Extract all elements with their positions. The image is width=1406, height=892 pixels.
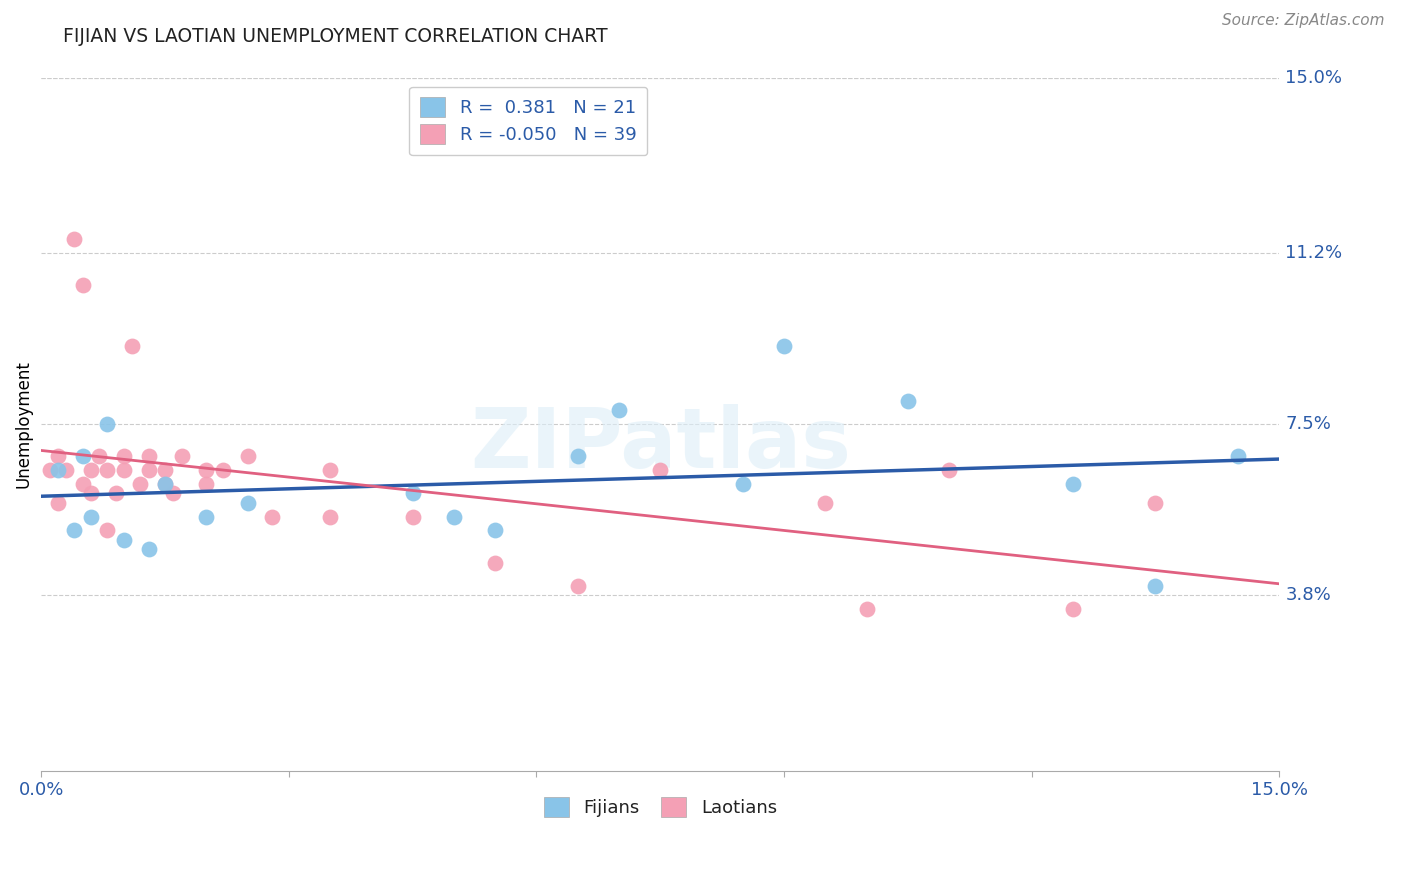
Point: [153, 477, 176, 491]
Point: [650, 463, 672, 477]
Point: [112, 533, 135, 547]
Text: ZIPatlas: ZIPatlas: [470, 404, 851, 485]
Point: [236, 450, 259, 464]
Text: Source: ZipAtlas.com: Source: ZipAtlas.com: [1222, 13, 1385, 29]
Point: [938, 463, 960, 477]
Text: 3.8%: 3.8%: [1285, 586, 1331, 604]
Point: [402, 509, 425, 524]
Point: [1062, 477, 1084, 491]
Point: [195, 477, 218, 491]
Point: [72, 278, 94, 293]
Y-axis label: Unemployment: Unemployment: [15, 360, 32, 488]
Point: [46, 450, 69, 464]
Point: [80, 486, 103, 500]
Point: [212, 463, 235, 477]
Point: [402, 486, 425, 500]
Point: [80, 509, 103, 524]
Point: [170, 450, 193, 464]
Point: [897, 394, 920, 409]
Point: [607, 403, 630, 417]
Point: [195, 509, 218, 524]
Point: [63, 524, 86, 538]
Point: [129, 477, 152, 491]
Point: [87, 450, 110, 464]
Point: [319, 509, 342, 524]
Point: [162, 486, 184, 500]
Point: [443, 509, 465, 524]
Point: [731, 477, 754, 491]
Point: [46, 463, 69, 477]
Point: [1144, 579, 1167, 593]
Point: [195, 463, 218, 477]
Point: [96, 417, 118, 431]
Point: [567, 450, 589, 464]
Point: [72, 450, 94, 464]
Point: [138, 463, 160, 477]
Point: [484, 524, 506, 538]
Point: [153, 477, 176, 491]
Text: 11.2%: 11.2%: [1285, 244, 1343, 262]
Point: [1144, 496, 1167, 510]
Point: [112, 463, 135, 477]
Point: [153, 463, 176, 477]
Point: [567, 579, 589, 593]
Point: [112, 450, 135, 464]
Point: [1226, 450, 1249, 464]
Point: [319, 463, 342, 477]
Point: [38, 463, 60, 477]
Point: [55, 463, 77, 477]
Point: [236, 496, 259, 510]
Point: [814, 496, 837, 510]
Point: [138, 450, 160, 464]
Point: [96, 463, 118, 477]
Point: [63, 232, 86, 246]
Point: [262, 509, 284, 524]
Point: [72, 477, 94, 491]
Point: [1062, 602, 1084, 616]
Point: [855, 602, 877, 616]
Text: FIJIAN VS LAOTIAN UNEMPLOYMENT CORRELATION CHART: FIJIAN VS LAOTIAN UNEMPLOYMENT CORRELATI…: [63, 27, 607, 45]
Text: 7.5%: 7.5%: [1285, 415, 1331, 434]
Legend: Fijians, Laotians: Fijians, Laotians: [536, 789, 785, 824]
Point: [484, 556, 506, 570]
Point: [80, 463, 103, 477]
Point: [104, 486, 127, 500]
Point: [138, 541, 160, 556]
Text: 15.0%: 15.0%: [1285, 69, 1343, 87]
Point: [121, 338, 143, 352]
Point: [96, 524, 118, 538]
Point: [773, 338, 796, 352]
Point: [46, 496, 69, 510]
